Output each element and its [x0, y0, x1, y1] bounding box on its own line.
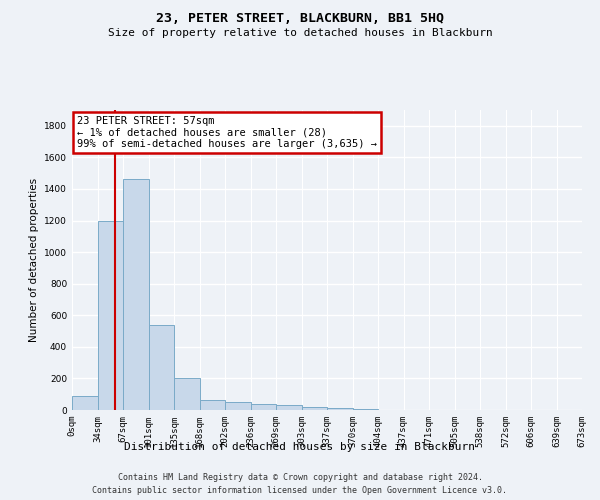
Bar: [72, 396, 97, 410]
Text: Contains HM Land Registry data © Crown copyright and database right 2024.: Contains HM Land Registry data © Crown c…: [118, 472, 482, 482]
Bar: [251, 404, 276, 410]
Y-axis label: Number of detached properties: Number of detached properties: [29, 178, 38, 342]
Bar: [225, 402, 251, 410]
Text: Contains public sector information licensed under the Open Government Licence v3: Contains public sector information licen…: [92, 486, 508, 495]
Bar: [276, 406, 302, 410]
Bar: [327, 408, 353, 410]
Bar: [149, 324, 174, 410]
Text: 23 PETER STREET: 57sqm
← 1% of detached houses are smaller (28)
99% of semi-deta: 23 PETER STREET: 57sqm ← 1% of detached …: [77, 116, 377, 149]
Bar: [97, 220, 123, 410]
Bar: [123, 180, 149, 410]
Bar: [353, 408, 378, 410]
Bar: [174, 378, 199, 410]
Bar: [302, 406, 327, 410]
Text: Distribution of detached houses by size in Blackburn: Distribution of detached houses by size …: [125, 442, 476, 452]
Text: 23, PETER STREET, BLACKBURN, BB1 5HQ: 23, PETER STREET, BLACKBURN, BB1 5HQ: [156, 12, 444, 26]
Text: Size of property relative to detached houses in Blackburn: Size of property relative to detached ho…: [107, 28, 493, 38]
Bar: [199, 400, 225, 410]
